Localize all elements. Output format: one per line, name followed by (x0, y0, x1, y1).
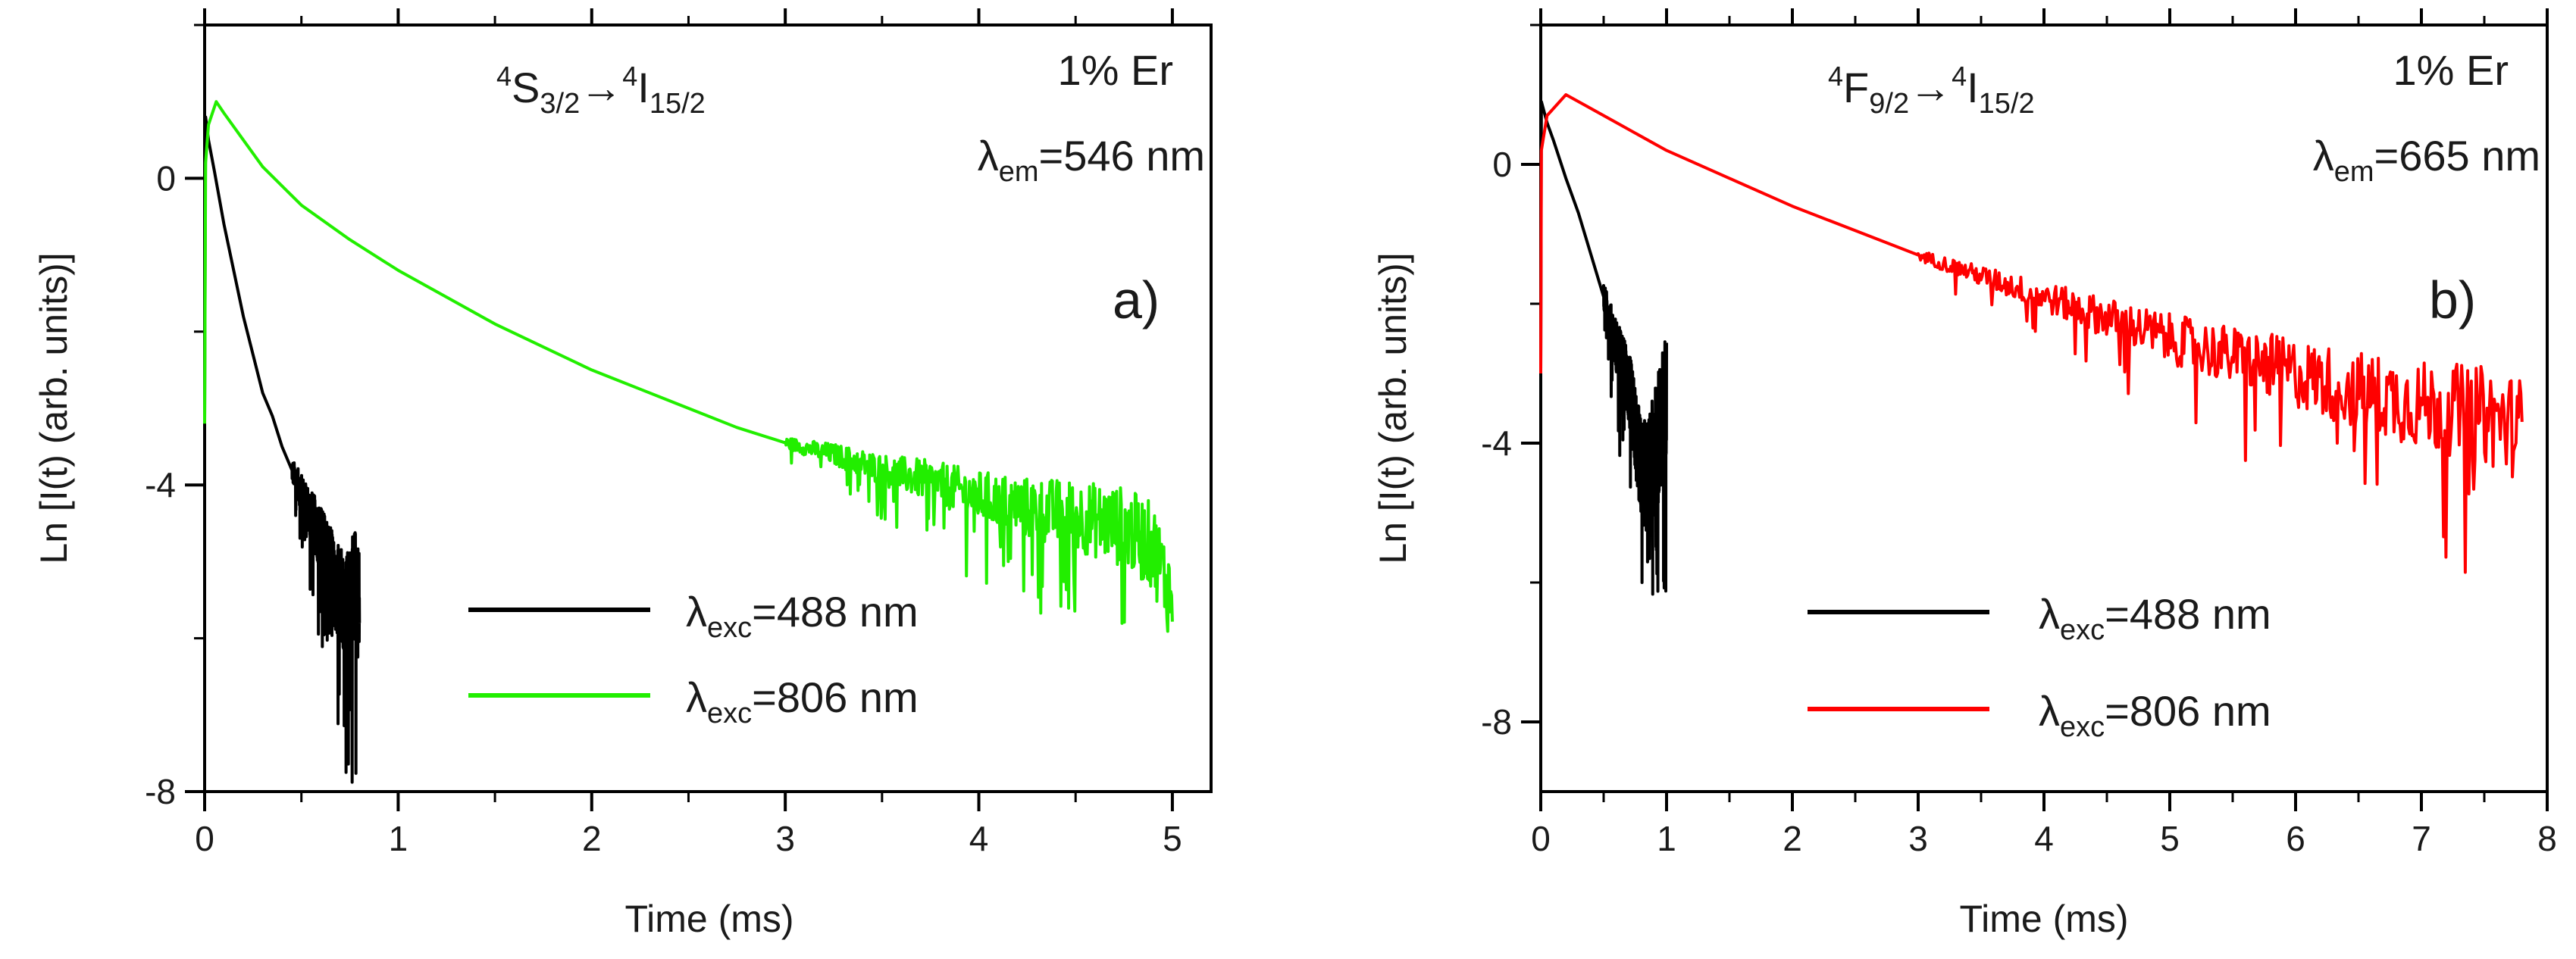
concentration-label-b: 1% Er (2393, 46, 2509, 94)
series-line--exc-488-nm (203, 115, 362, 784)
y-tick-label: 0 (156, 158, 176, 198)
legend-value: =806 nm (752, 673, 919, 721)
transition-from-sup: 4 (496, 61, 512, 92)
legend-symbol: λ (686, 588, 707, 636)
x-tick-label: 8 (2537, 819, 2557, 858)
y-axis-title-a: Ln [I(t) (arb. units)] (33, 252, 75, 564)
emission-label-a: λem=546 nm (978, 132, 1205, 188)
x-tick-label: 5 (2160, 819, 2180, 858)
transition-from-sup: 4 (1828, 61, 1843, 92)
x-tick-label: 1 (389, 819, 408, 858)
emission-sub: em (2334, 156, 2374, 188)
transition-to-sub: 15/2 (649, 88, 706, 120)
data-series-a (203, 100, 1174, 784)
emission-label-b: λem=665 nm (2313, 132, 2540, 188)
tick-labels-a: 0 1 2 3 4 5 0 -4 -8 (145, 158, 1182, 858)
emission-value: =546 nm (1039, 132, 1206, 180)
transition-to-sup: 4 (622, 61, 637, 92)
x-axis-title-a: Time (ms) (624, 898, 793, 940)
transition-to-main: I (637, 64, 649, 111)
legend-entry-b-0: λexc=488 nm (2039, 590, 2271, 646)
concentration-label-a: 1% Er (1058, 46, 1174, 94)
y-axis-title-b: Ln [I(t) (arb. units)] (1372, 252, 1414, 564)
y-tick-label: -4 (145, 465, 176, 504)
transition-from-main: S (512, 64, 540, 111)
transition-from-sub: 3/2 (540, 88, 580, 120)
panel-label-b: b) (2429, 270, 2476, 330)
emission-value: =665 nm (2374, 132, 2541, 180)
legend-sub: exc (2060, 614, 2105, 646)
emission-symbol: λ (978, 132, 999, 180)
x-tick-label: 4 (2034, 819, 2054, 858)
legend-value: =488 nm (752, 588, 919, 636)
arrow-glyph: → (580, 64, 622, 111)
axis-ticks-b (1521, 8, 2549, 811)
emission-symbol: λ (2313, 132, 2334, 180)
x-tick-label: 3 (1908, 819, 1928, 858)
panel-a: 0 1 2 3 4 5 0 -4 -8 Time (ms) Ln [I(t) (arb. uni… (33, 8, 1213, 940)
transition-to-sub: 15/2 (1979, 88, 2035, 120)
legend-entry-b-1: λexc=806 nm (2039, 687, 2271, 743)
x-axis-title-b: Time (ms) (1959, 898, 2128, 940)
legend-sub: exc (707, 698, 752, 729)
x-tick-label: 2 (582, 819, 602, 858)
series-line--exc-488-nm (1539, 100, 1668, 596)
x-tick-label: 0 (1531, 819, 1551, 858)
transition-to-main: I (1967, 64, 1979, 111)
x-tick-label: 7 (2412, 819, 2431, 858)
x-tick-label: 2 (1783, 819, 1802, 858)
legend-entry-a-0: λexc=488 nm (686, 588, 919, 644)
legend-symbol: λ (2039, 687, 2060, 735)
panel-label-a: a) (1113, 270, 1160, 330)
x-tick-label: 5 (1163, 819, 1182, 858)
arrow-glyph: → (1909, 64, 1952, 111)
transition-to-sup: 4 (1952, 61, 1967, 92)
legend-value: =488 nm (2105, 590, 2271, 638)
x-tick-label: 6 (2286, 819, 2305, 858)
legend-value: =806 nm (2105, 687, 2271, 735)
x-tick-label: 4 (969, 819, 989, 858)
legend-sub: exc (2060, 711, 2105, 743)
legend-a: λexc=488 nm λexc=806 nm (468, 588, 919, 729)
legend-b: λexc=488 nm λexc=806 nm (1808, 590, 2271, 743)
panel-b: 0 1 2 3 4 5 6 7 8 0 -4 -8 Time (ms) Ln [I(t) (arb. … (1372, 8, 2557, 940)
x-tick-label: 3 (775, 819, 795, 858)
axis-ticks-a (185, 8, 1174, 811)
series-line--exc-806-nm (203, 100, 1174, 633)
transition-from-sub: 9/2 (1869, 88, 1909, 120)
emission-sub: em (999, 156, 1039, 188)
data-series-b (1539, 93, 2524, 596)
y-tick-label: 0 (1492, 145, 1512, 184)
transition-label-b: 4F9/2→4I15/2 (1828, 61, 2035, 120)
y-tick-label: -4 (1481, 423, 1512, 463)
x-tick-label: 0 (195, 819, 214, 858)
y-tick-label: -8 (145, 772, 176, 811)
tick-labels-b: 0 1 2 3 4 5 6 7 8 0 -4 -8 (1481, 145, 2557, 858)
legend-symbol: λ (2039, 590, 2060, 638)
transition-from-main: F (1843, 64, 1869, 111)
legend-entry-a-1: λexc=806 nm (686, 673, 919, 729)
legend-sub: exc (707, 612, 752, 644)
series-line--exc-806-nm (1539, 93, 2524, 574)
legend-symbol: λ (686, 673, 707, 721)
y-tick-label: -8 (1481, 702, 1512, 742)
transition-label-a: 4S3/2→4I15/2 (496, 61, 706, 120)
x-tick-label: 1 (1657, 819, 1676, 858)
